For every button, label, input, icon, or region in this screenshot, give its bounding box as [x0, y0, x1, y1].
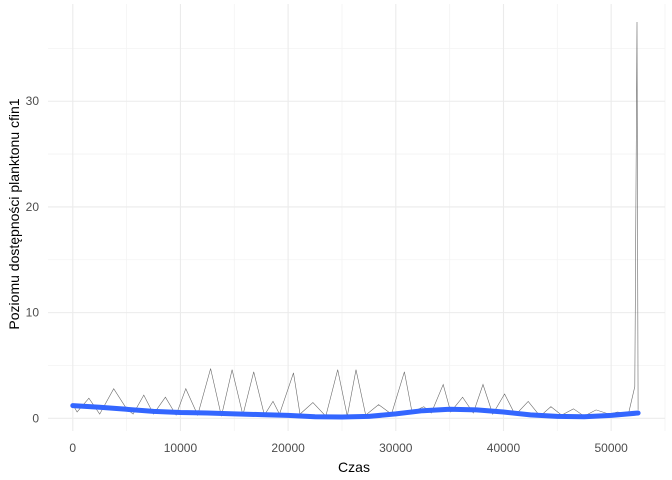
y-axis-title: Poziomu dostępności planktonu cfin1 — [6, 98, 22, 329]
y-tick-label: 30 — [26, 94, 40, 108]
x-axis-title: Czas — [338, 459, 370, 475]
x-tick-label: 10000 — [164, 441, 198, 455]
x-tick-label: 20000 — [271, 441, 305, 455]
raw-series — [72, 21, 639, 417]
y-tick-label: 0 — [32, 411, 39, 425]
x-tick-label: 30000 — [379, 441, 413, 455]
y-tick-label: 10 — [26, 306, 40, 320]
grid — [48, 4, 666, 431]
raw-series-line — [72, 21, 639, 417]
x-tick-label: 0 — [69, 441, 76, 455]
x-tick-label: 40000 — [487, 441, 521, 455]
smooth-trend-line — [70, 403, 641, 420]
smooth-series — [70, 403, 641, 420]
y-tick-label: 20 — [26, 200, 40, 214]
tick-labels: 0 10000 20000 30000 40000 50000 0 10 20 30 — [26, 94, 629, 455]
x-tick-label: 50000 — [594, 441, 628, 455]
